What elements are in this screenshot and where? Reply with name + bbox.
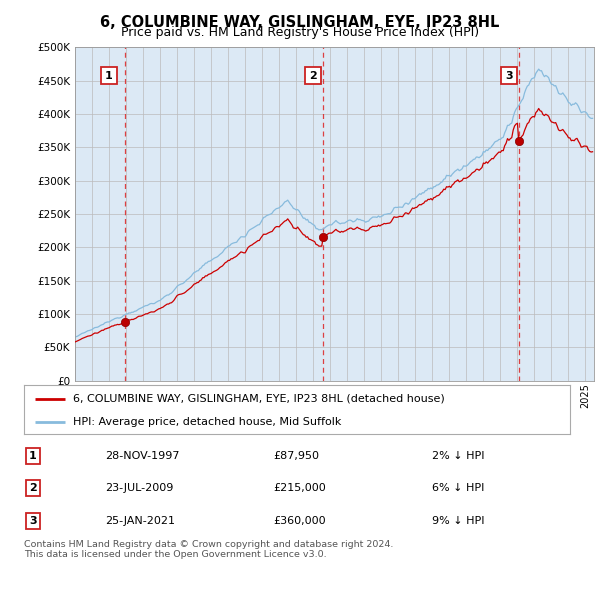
Text: 9% ↓ HPI: 9% ↓ HPI: [432, 516, 485, 526]
Text: Price paid vs. HM Land Registry's House Price Index (HPI): Price paid vs. HM Land Registry's House …: [121, 26, 479, 39]
Text: Contains HM Land Registry data © Crown copyright and database right 2024.
This d: Contains HM Land Registry data © Crown c…: [24, 540, 394, 559]
Text: 2% ↓ HPI: 2% ↓ HPI: [432, 451, 485, 461]
Text: 23-JUL-2009: 23-JUL-2009: [105, 483, 173, 493]
Text: £215,000: £215,000: [273, 483, 326, 493]
Text: 25-JAN-2021: 25-JAN-2021: [105, 516, 175, 526]
Text: 1: 1: [105, 71, 113, 80]
Text: HPI: Average price, detached house, Mid Suffolk: HPI: Average price, detached house, Mid …: [73, 417, 341, 427]
Text: 3: 3: [29, 516, 37, 526]
Text: 6% ↓ HPI: 6% ↓ HPI: [432, 483, 484, 493]
Text: 1: 1: [29, 451, 37, 461]
Text: 6, COLUMBINE WAY, GISLINGHAM, EYE, IP23 8HL: 6, COLUMBINE WAY, GISLINGHAM, EYE, IP23 …: [100, 15, 500, 30]
Text: £87,950: £87,950: [273, 451, 319, 461]
Text: 2: 2: [29, 483, 37, 493]
Text: 3: 3: [505, 71, 513, 80]
Text: 6, COLUMBINE WAY, GISLINGHAM, EYE, IP23 8HL (detached house): 6, COLUMBINE WAY, GISLINGHAM, EYE, IP23 …: [73, 394, 445, 404]
Text: 28-NOV-1997: 28-NOV-1997: [105, 451, 179, 461]
Text: 2: 2: [310, 71, 317, 80]
Text: £360,000: £360,000: [273, 516, 326, 526]
